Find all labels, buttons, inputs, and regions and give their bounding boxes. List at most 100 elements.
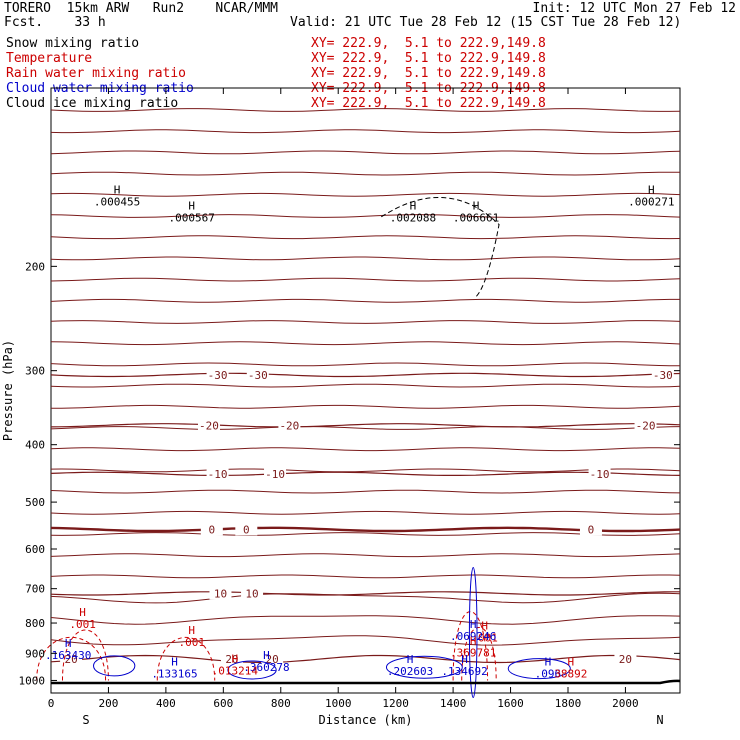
label-gap bbox=[261, 652, 284, 665]
high-value-label: .133165 bbox=[151, 667, 197, 680]
label-gap bbox=[651, 368, 674, 381]
theta-line bbox=[50, 489, 681, 494]
x-tick-label: 0 bbox=[48, 697, 55, 710]
isotherm-line bbox=[50, 471, 681, 476]
legend: Snow mixing ratio XY= 222.9, 5.1 to 222.9… bbox=[6, 36, 546, 111]
theta-line bbox=[50, 574, 681, 579]
isotherm-line bbox=[50, 372, 681, 378]
theta-line bbox=[50, 277, 681, 282]
high-value-label: .360278 bbox=[243, 661, 289, 674]
cloud-water-contour bbox=[227, 660, 277, 680]
label-gap bbox=[209, 587, 232, 600]
cloud-water-contour bbox=[385, 655, 463, 679]
rain-water-contour bbox=[156, 636, 216, 681]
x-tick-label: 800 bbox=[271, 697, 291, 710]
high-value-label: .202603 bbox=[387, 665, 433, 678]
high-value-label: .163430 bbox=[45, 649, 91, 662]
label-gap bbox=[614, 652, 637, 665]
theta-line bbox=[50, 171, 681, 176]
y-tick-label: 800 bbox=[25, 617, 45, 630]
cloud-water-contour bbox=[468, 567, 478, 699]
legend-name: Snow mixing ratio bbox=[6, 36, 140, 51]
theta-line bbox=[50, 383, 681, 388]
header-left: TORERO 15km ARW Run2 NCAR/MMM Fcst. 33 h bbox=[4, 2, 278, 30]
y-tick-label: 500 bbox=[25, 496, 45, 509]
label-gap bbox=[197, 419, 220, 432]
x-tick-label: 1200 bbox=[382, 697, 409, 710]
snow-contour bbox=[381, 197, 500, 297]
y-tick-label: 200 bbox=[25, 260, 45, 273]
theta-line bbox=[50, 235, 681, 240]
high-value-label: .069246 bbox=[450, 630, 496, 643]
theta-line bbox=[50, 150, 681, 155]
isotherm-label: -30 bbox=[208, 369, 228, 382]
theta-line bbox=[50, 362, 681, 367]
theta-line bbox=[50, 129, 681, 134]
y-tick-label: 600 bbox=[25, 543, 45, 556]
y-tick-label: 900 bbox=[25, 647, 45, 660]
x-tick-label: 1000 bbox=[325, 697, 352, 710]
x-tick-label: 600 bbox=[213, 697, 233, 710]
fcst-label: Fcst. bbox=[4, 15, 44, 30]
legend-name: Temperature bbox=[6, 51, 93, 66]
label-gap bbox=[206, 368, 229, 381]
high-marker: H bbox=[79, 606, 86, 619]
high-value-label: .013214 bbox=[212, 665, 259, 678]
isotherm-label: -30 bbox=[248, 369, 268, 382]
theta-line bbox=[50, 320, 681, 324]
model-name: TORERO bbox=[4, 1, 51, 16]
label-gap bbox=[246, 368, 269, 381]
high-marker: H bbox=[263, 649, 270, 662]
y-tick-label: 700 bbox=[25, 583, 45, 596]
high-value-label: .006661 bbox=[453, 211, 499, 224]
isotherm-label: 0 bbox=[243, 523, 250, 536]
theta-line bbox=[50, 192, 681, 197]
isotherm-label: 10 bbox=[245, 587, 258, 600]
init-time: Init: 12 UTC Mon 27 Feb 12 bbox=[532, 1, 737, 16]
legend-xy: XY= 222.9, 5.1 to 222.9,149.8 bbox=[311, 66, 546, 81]
theta-line bbox=[50, 615, 681, 625]
high-value-label: 38892 bbox=[554, 667, 587, 680]
isotherm-label: -20 bbox=[199, 419, 219, 432]
north-label: N bbox=[656, 713, 663, 727]
theta-line bbox=[50, 214, 681, 218]
legend-row: Temperature XY= 222.9, 5.1 to 222.9,149.8 bbox=[6, 51, 546, 66]
high-value-label: .134692 bbox=[441, 665, 487, 678]
high-marker: H bbox=[188, 199, 195, 212]
high-value-label: .096 bbox=[535, 667, 562, 680]
legend-row: Snow mixing ratio XY= 222.9, 5.1 to 222.9… bbox=[6, 36, 546, 51]
high-marker: H bbox=[188, 624, 195, 637]
high-marker: H bbox=[568, 655, 575, 668]
x-tick-label: 400 bbox=[156, 697, 176, 710]
y-tick-label: 1000 bbox=[19, 674, 46, 687]
valid-time: Valid: 21 UTC Tue 28 Feb 12 (15 CST Tue … bbox=[290, 15, 682, 30]
label-gap bbox=[60, 652, 83, 665]
theta-line bbox=[51, 404, 681, 409]
theta-line bbox=[50, 553, 681, 558]
high-value-label: .001 bbox=[69, 618, 96, 631]
isotherm-label: -10 bbox=[208, 468, 228, 481]
label-gap bbox=[235, 523, 258, 536]
theta-line bbox=[50, 298, 680, 303]
label-gap bbox=[588, 467, 611, 480]
x-tick-label: 2000 bbox=[612, 697, 639, 710]
rain-water-contour bbox=[461, 627, 497, 681]
high-value-label: .001 bbox=[471, 632, 498, 645]
high-value-label: .002088 bbox=[390, 211, 436, 224]
high-marker: H bbox=[473, 199, 480, 212]
isotherm-line bbox=[50, 423, 681, 428]
isotherm-label: -10 bbox=[265, 468, 285, 481]
high-marker: H bbox=[232, 653, 239, 666]
isotherm-line bbox=[50, 654, 681, 664]
isotherm-label: 0 bbox=[209, 523, 216, 536]
legend-xy: XY= 222.9, 5.1 to 222.9,149.8 bbox=[311, 51, 546, 66]
header-right: Init: 12 UTC Mon 27 Feb 12 Valid: 21 UTC … bbox=[290, 2, 736, 30]
resolution: 15km ARW bbox=[66, 1, 130, 16]
label-gap bbox=[220, 652, 243, 665]
high-marker: H bbox=[648, 184, 655, 197]
isotherm-label: 20 bbox=[619, 653, 632, 666]
rain-water-contour bbox=[452, 611, 489, 681]
high-marker: H bbox=[114, 184, 121, 197]
high-marker: H bbox=[65, 637, 72, 650]
